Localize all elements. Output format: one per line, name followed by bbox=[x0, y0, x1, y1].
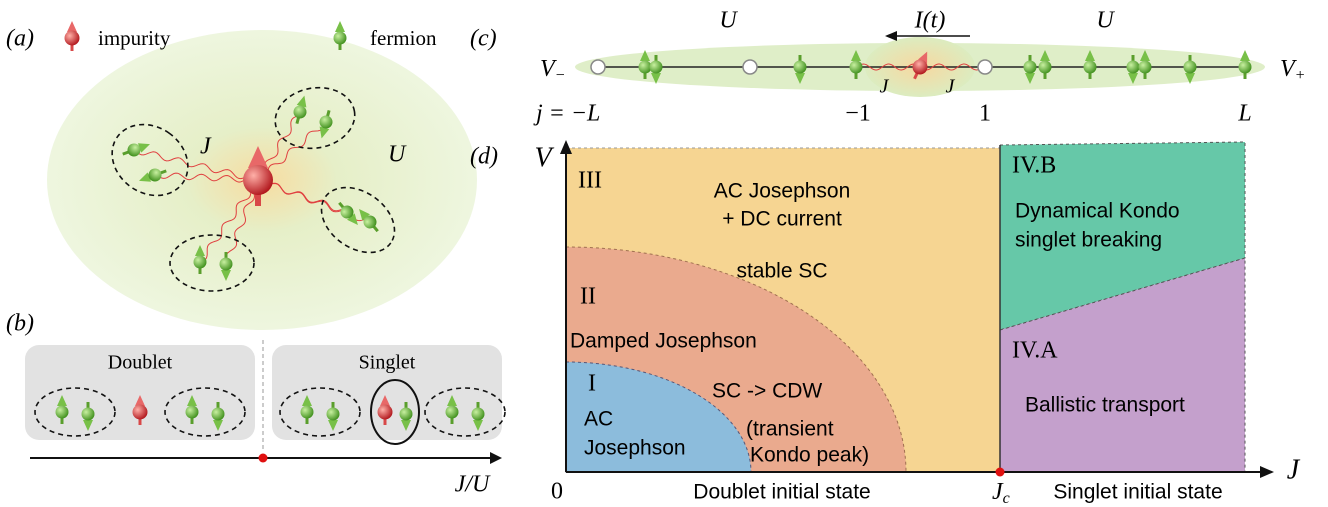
shape bbox=[490, 452, 502, 464]
panel-label: (b) bbox=[6, 311, 34, 337]
bias-label: V− bbox=[540, 56, 565, 84]
bias-label: V+ bbox=[1280, 56, 1305, 84]
coupling-label: J bbox=[946, 76, 956, 98]
shape bbox=[743, 60, 757, 74]
axis-label: V bbox=[534, 142, 554, 173]
shape bbox=[885, 31, 897, 41]
critical-sub: c bbox=[1003, 490, 1010, 507]
state-label: Doublet bbox=[108, 352, 173, 374]
bias-sub: + bbox=[1295, 67, 1306, 84]
panel-label: (c) bbox=[470, 26, 497, 52]
legend-label: fermion bbox=[370, 26, 437, 50]
region-text: Josephson bbox=[584, 437, 686, 460]
site-label: −1 bbox=[845, 101, 871, 127]
region-text: SC -> CDW bbox=[712, 380, 822, 403]
shape bbox=[978, 60, 992, 74]
region-name: III bbox=[578, 168, 602, 194]
region-text: + DC current bbox=[722, 208, 842, 231]
region-text: singlet breaking bbox=[1015, 229, 1162, 252]
region-name: II bbox=[580, 284, 596, 310]
region-text: stable SC bbox=[736, 260, 827, 283]
site-label: L bbox=[1237, 101, 1251, 127]
coupling-label: J bbox=[200, 134, 212, 160]
impurity-icon bbox=[65, 21, 80, 51]
region-text: Dynamical Kondo bbox=[1015, 200, 1180, 223]
critical-label: Jc bbox=[992, 479, 1010, 507]
shape bbox=[996, 468, 1005, 477]
panel-label: (d) bbox=[470, 144, 498, 170]
interaction-label: U bbox=[1096, 8, 1115, 34]
x-region-label: Singlet initial state bbox=[1053, 481, 1222, 504]
region-text: (transient bbox=[746, 418, 834, 441]
shape bbox=[259, 454, 268, 463]
current-label: I(t) bbox=[914, 8, 946, 34]
region-text: AC Josephson bbox=[714, 180, 851, 203]
shape bbox=[591, 60, 605, 74]
site-label: j = −L bbox=[533, 101, 600, 127]
region-name: I bbox=[588, 371, 596, 397]
interaction-label: U bbox=[388, 142, 407, 168]
region-text: Kondo peak) bbox=[750, 444, 869, 467]
region-name: IV.A bbox=[1012, 338, 1058, 364]
region-text: AC bbox=[584, 408, 613, 431]
region-name: IV.B bbox=[1012, 153, 1056, 179]
region-text: Ballistic transport bbox=[1025, 394, 1185, 417]
interaction-label: U bbox=[719, 8, 738, 34]
panel-label: (a) bbox=[6, 26, 34, 52]
x-region-label: Doublet initial state bbox=[693, 481, 870, 504]
state-label: Singlet bbox=[359, 352, 416, 374]
legend-label: impurity bbox=[98, 26, 171, 50]
site-label: 1 bbox=[979, 101, 991, 127]
shape bbox=[560, 140, 572, 154]
coupling-label: J bbox=[880, 76, 890, 98]
axis-label: J bbox=[1287, 454, 1301, 485]
figure: (a) impurity fermion J U (b) Doublet Sin… bbox=[0, 0, 1328, 507]
shape bbox=[1260, 466, 1274, 478]
origin-label: 0 bbox=[551, 479, 563, 505]
region-text: Damped Josephson bbox=[570, 330, 757, 353]
axis-label: J/U bbox=[455, 472, 491, 498]
bias-sub: − bbox=[555, 67, 566, 84]
